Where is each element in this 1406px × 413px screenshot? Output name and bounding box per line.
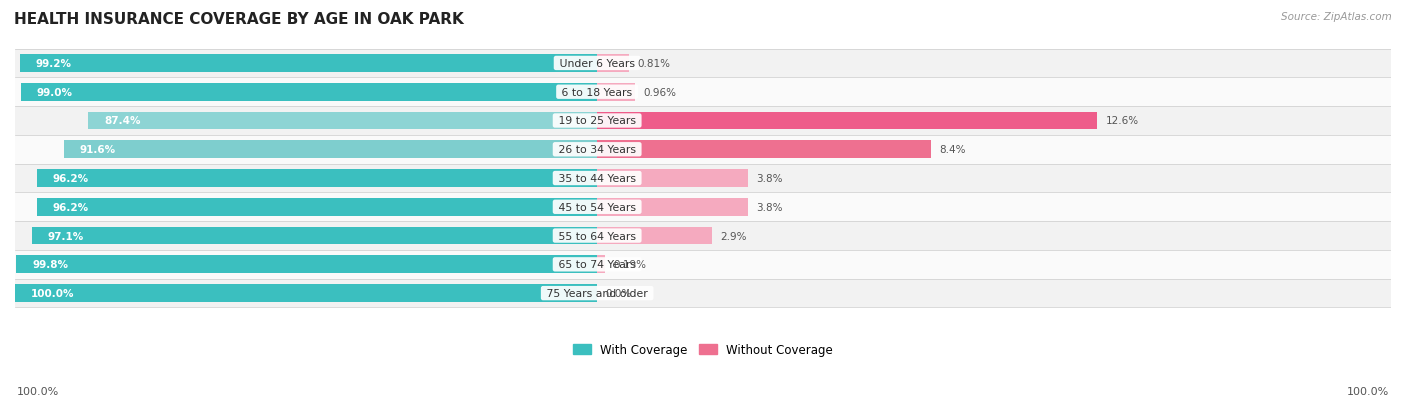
Bar	[598, 170, 748, 188]
Bar	[598, 112, 1097, 130]
Text: 100.0%: 100.0%	[1347, 387, 1389, 396]
Text: 55 to 64 Years: 55 to 64 Years	[555, 231, 640, 241]
Bar	[598, 227, 713, 245]
Text: 97.1%: 97.1%	[48, 231, 84, 241]
Bar	[598, 55, 630, 73]
Bar	[15, 78, 1391, 107]
Bar	[37, 198, 598, 216]
Text: 6 to 18 Years: 6 to 18 Years	[558, 88, 636, 97]
Bar	[15, 250, 1391, 279]
Text: 99.0%: 99.0%	[37, 88, 73, 97]
Bar	[598, 83, 636, 101]
Text: 96.2%: 96.2%	[53, 202, 89, 212]
Text: 99.8%: 99.8%	[32, 260, 67, 270]
Bar	[15, 222, 1391, 250]
Bar	[15, 279, 1391, 308]
Text: Source: ZipAtlas.com: Source: ZipAtlas.com	[1281, 12, 1392, 22]
Text: HEALTH INSURANCE COVERAGE BY AGE IN OAK PARK: HEALTH INSURANCE COVERAGE BY AGE IN OAK …	[14, 12, 464, 27]
Text: 0.19%: 0.19%	[613, 260, 647, 270]
Bar	[21, 83, 598, 101]
Text: 8.4%: 8.4%	[939, 145, 966, 155]
Text: 75 Years and older: 75 Years and older	[543, 288, 651, 298]
Text: 3.8%: 3.8%	[756, 173, 783, 184]
Bar	[89, 112, 598, 130]
Bar	[598, 141, 931, 159]
Text: 2.9%: 2.9%	[721, 231, 747, 241]
Text: 45 to 54 Years: 45 to 54 Years	[555, 202, 640, 212]
Text: 12.6%: 12.6%	[1105, 116, 1139, 126]
Text: 96.2%: 96.2%	[53, 173, 89, 184]
Bar	[598, 256, 605, 273]
Text: 100.0%: 100.0%	[17, 387, 59, 396]
Text: 0.96%: 0.96%	[644, 88, 676, 97]
Bar	[598, 198, 748, 216]
Text: 100.0%: 100.0%	[31, 288, 75, 298]
Text: 35 to 44 Years: 35 to 44 Years	[555, 173, 640, 184]
Bar	[37, 170, 598, 188]
Bar	[15, 193, 1391, 222]
Bar	[15, 256, 598, 273]
Bar	[15, 107, 1391, 135]
Bar	[15, 135, 1391, 164]
Text: Under 6 Years: Under 6 Years	[555, 59, 638, 69]
Bar	[32, 227, 598, 245]
Bar	[15, 164, 1391, 193]
Bar	[63, 141, 598, 159]
Text: 0.81%: 0.81%	[638, 59, 671, 69]
Text: 91.6%: 91.6%	[80, 145, 115, 155]
Legend: With Coverage, Without Coverage: With Coverage, Without Coverage	[568, 338, 838, 361]
Text: 3.8%: 3.8%	[756, 202, 783, 212]
Text: 99.2%: 99.2%	[35, 59, 72, 69]
Bar	[20, 55, 598, 73]
Text: 65 to 74 Years: 65 to 74 Years	[555, 260, 640, 270]
Bar	[15, 285, 598, 302]
Text: 0.0%: 0.0%	[606, 288, 631, 298]
Text: 87.4%: 87.4%	[104, 116, 141, 126]
Bar	[15, 50, 1391, 78]
Text: 26 to 34 Years: 26 to 34 Years	[555, 145, 640, 155]
Text: 19 to 25 Years: 19 to 25 Years	[555, 116, 640, 126]
